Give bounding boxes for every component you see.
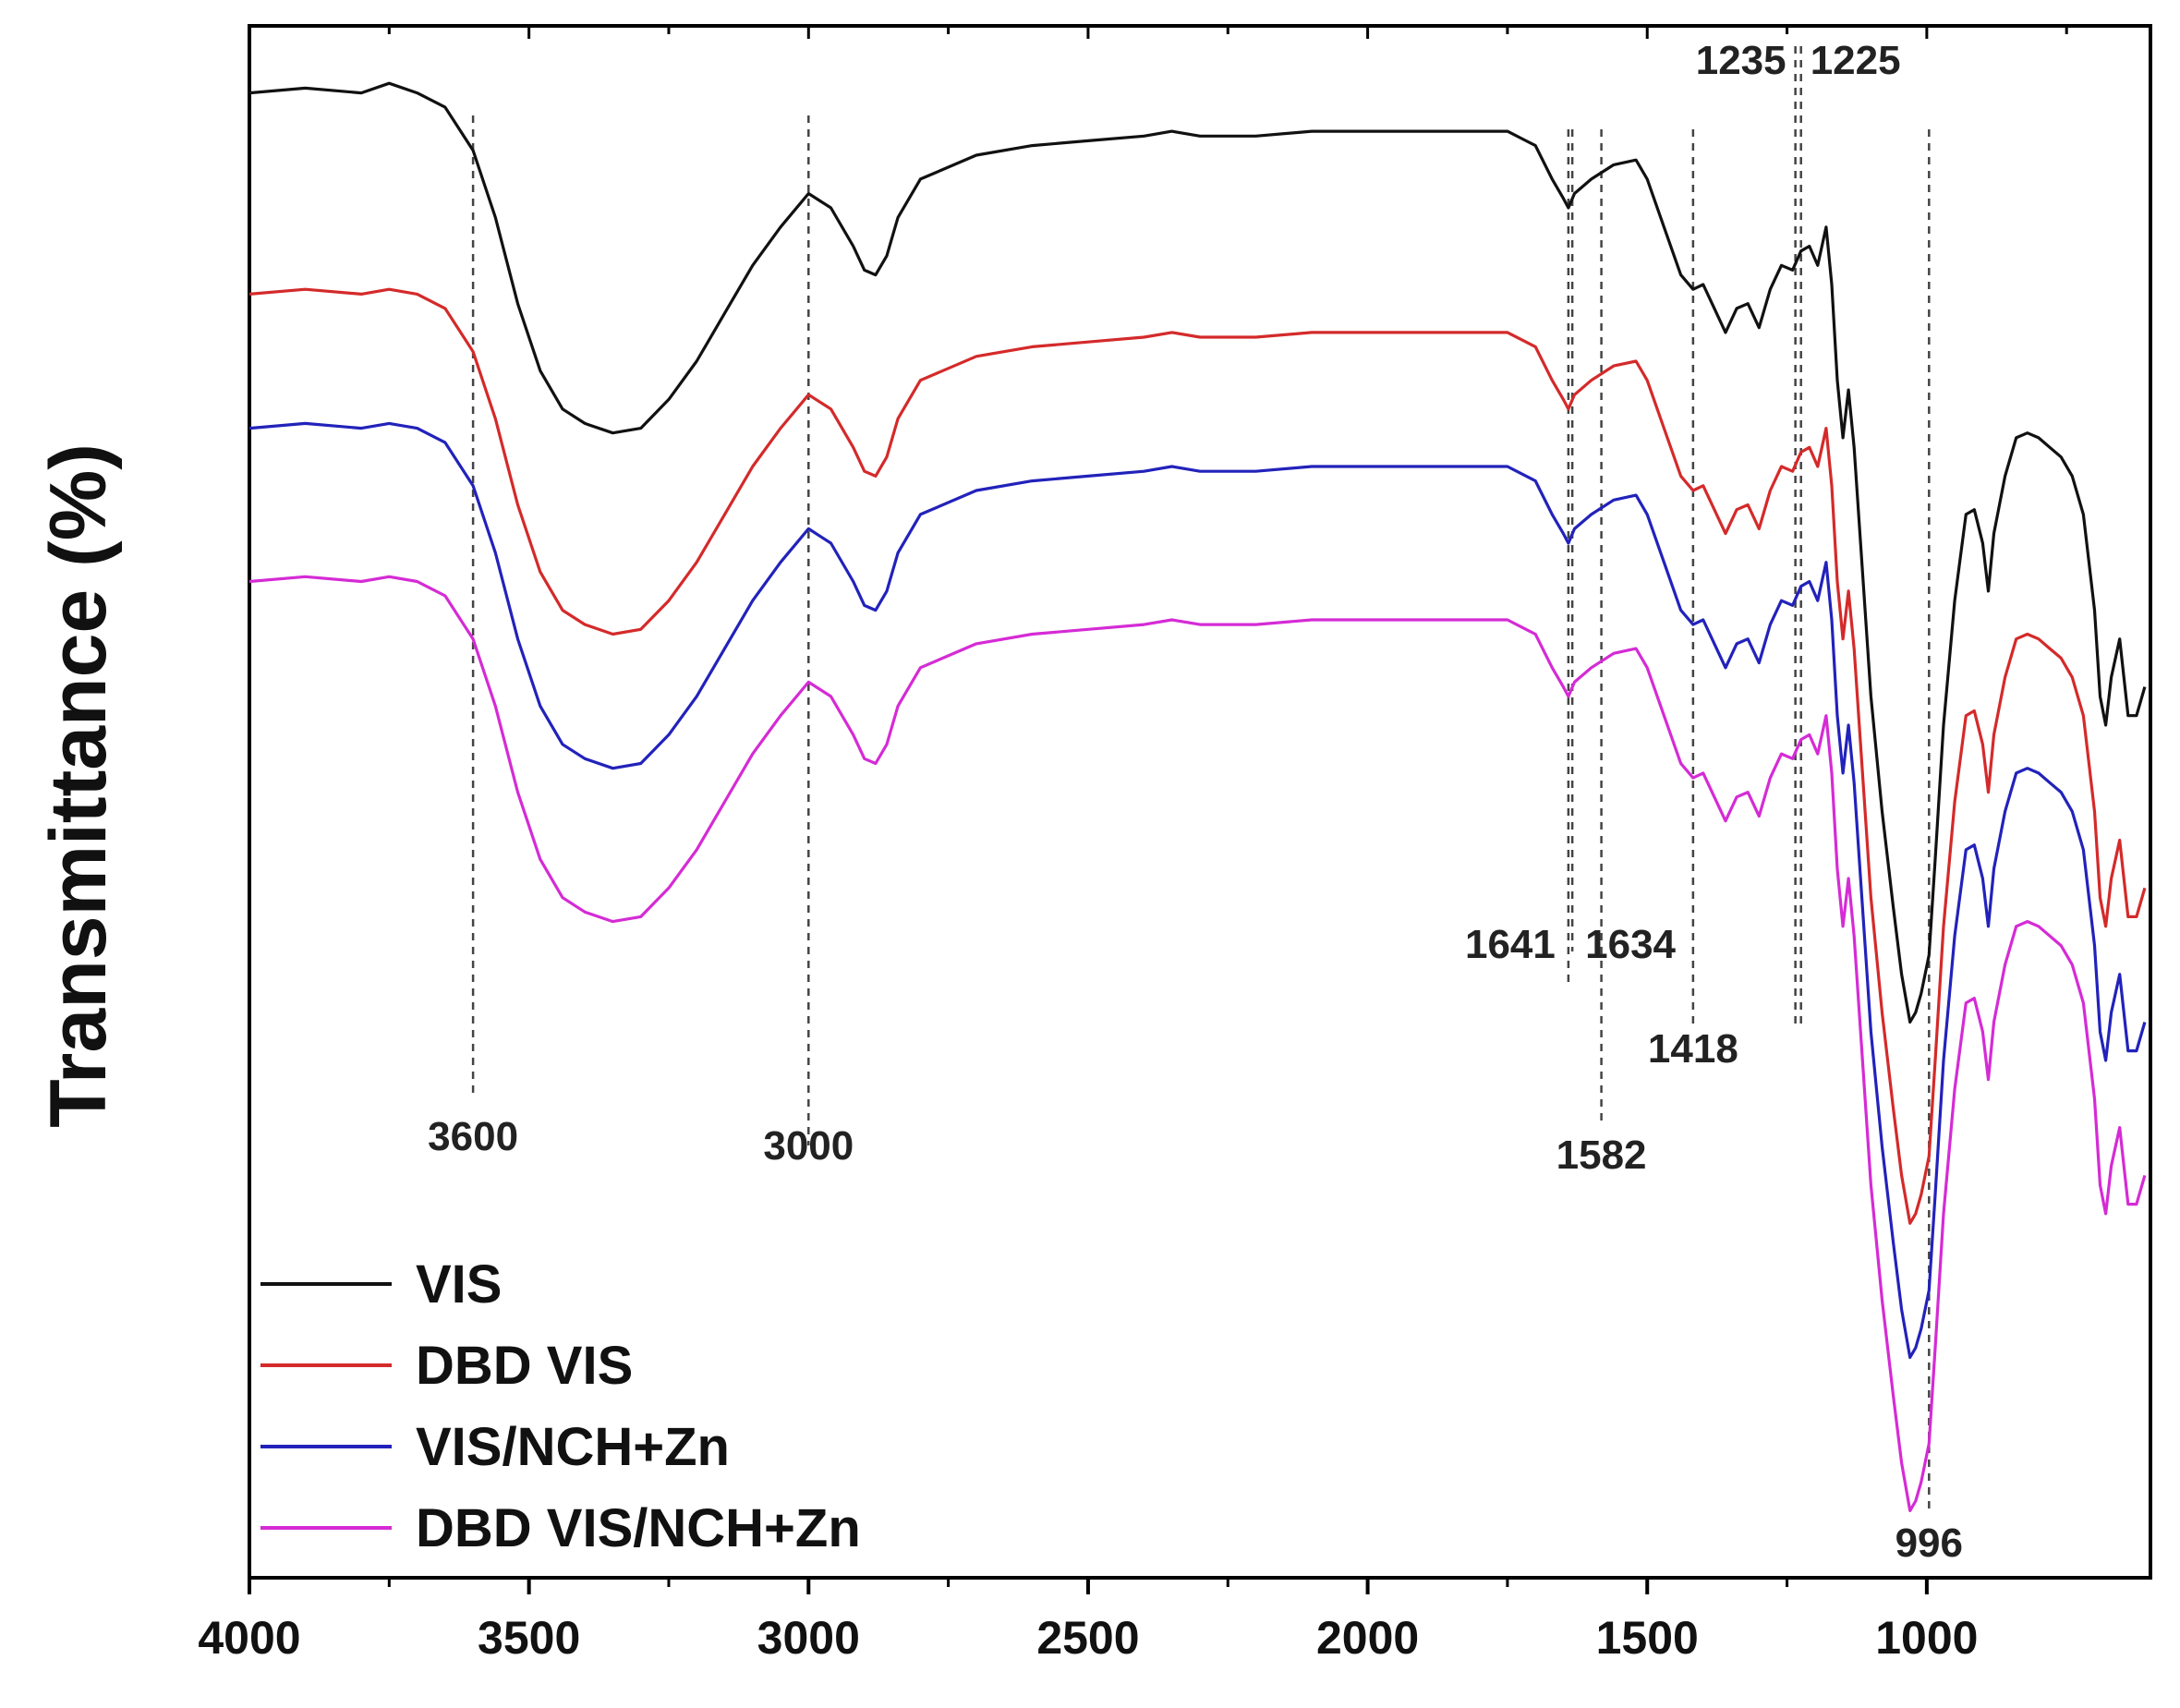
x-tick-label: 1500 xyxy=(1596,1612,1699,1664)
x-tick-label: 1000 xyxy=(1875,1612,1978,1664)
series-line xyxy=(248,421,2147,1360)
annotation-label: 1634 xyxy=(1585,922,1676,967)
y-axis-label-box: Transmittance (%) xyxy=(28,0,129,1570)
y-axis-label: Transmittance (%) xyxy=(33,442,123,1128)
x-tick-label: 2000 xyxy=(1316,1612,1419,1664)
annotation-label: 996 xyxy=(1895,1520,1963,1566)
legend-label: DBD VIS/NCH+Zn xyxy=(416,1498,861,1558)
x-tick-label: 3000 xyxy=(757,1612,860,1664)
legend-label: DBD VIS xyxy=(416,1336,633,1396)
x-tick-label: 2500 xyxy=(1036,1612,1139,1664)
annotation-label: 1582 xyxy=(1556,1133,1647,1178)
annotation-label: 1235 xyxy=(1696,38,1786,83)
series-line xyxy=(248,575,2147,1513)
annotation-label: 1418 xyxy=(1648,1026,1738,1072)
annotation-label: 1225 xyxy=(1811,38,1901,83)
plot-frame xyxy=(248,24,2152,1580)
legend-label: VIS xyxy=(416,1254,503,1314)
annotation-label: 1641 xyxy=(1465,922,1556,967)
legend-label: VIS/NCH+Zn xyxy=(416,1417,730,1477)
annotation-label: 3600 xyxy=(428,1114,518,1159)
x-tick-label: 4000 xyxy=(198,1612,300,1664)
series-line xyxy=(248,287,2147,1225)
series-line xyxy=(248,81,2147,1024)
annotation-label: 3000 xyxy=(763,1123,854,1169)
x-tick-label: 3500 xyxy=(478,1612,580,1664)
